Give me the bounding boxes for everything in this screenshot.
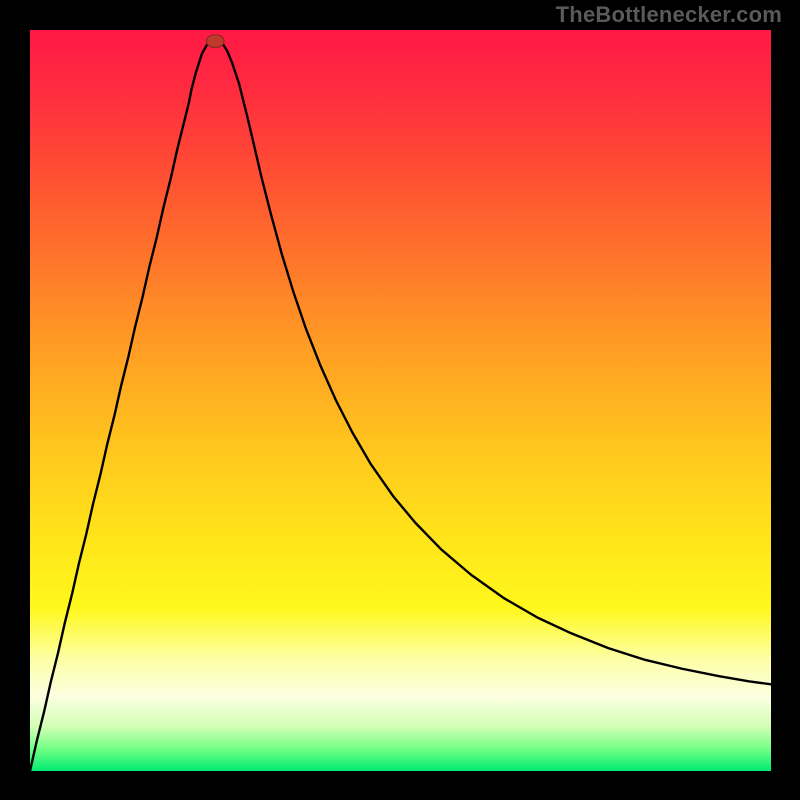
gradient-background (30, 30, 771, 771)
plot-area (30, 30, 771, 771)
watermark-label: TheBottlenecker.com (556, 2, 782, 28)
chart-frame: TheBottlenecker.com (0, 0, 800, 800)
bottleneck-marker (206, 35, 224, 48)
chart-svg (30, 30, 771, 771)
